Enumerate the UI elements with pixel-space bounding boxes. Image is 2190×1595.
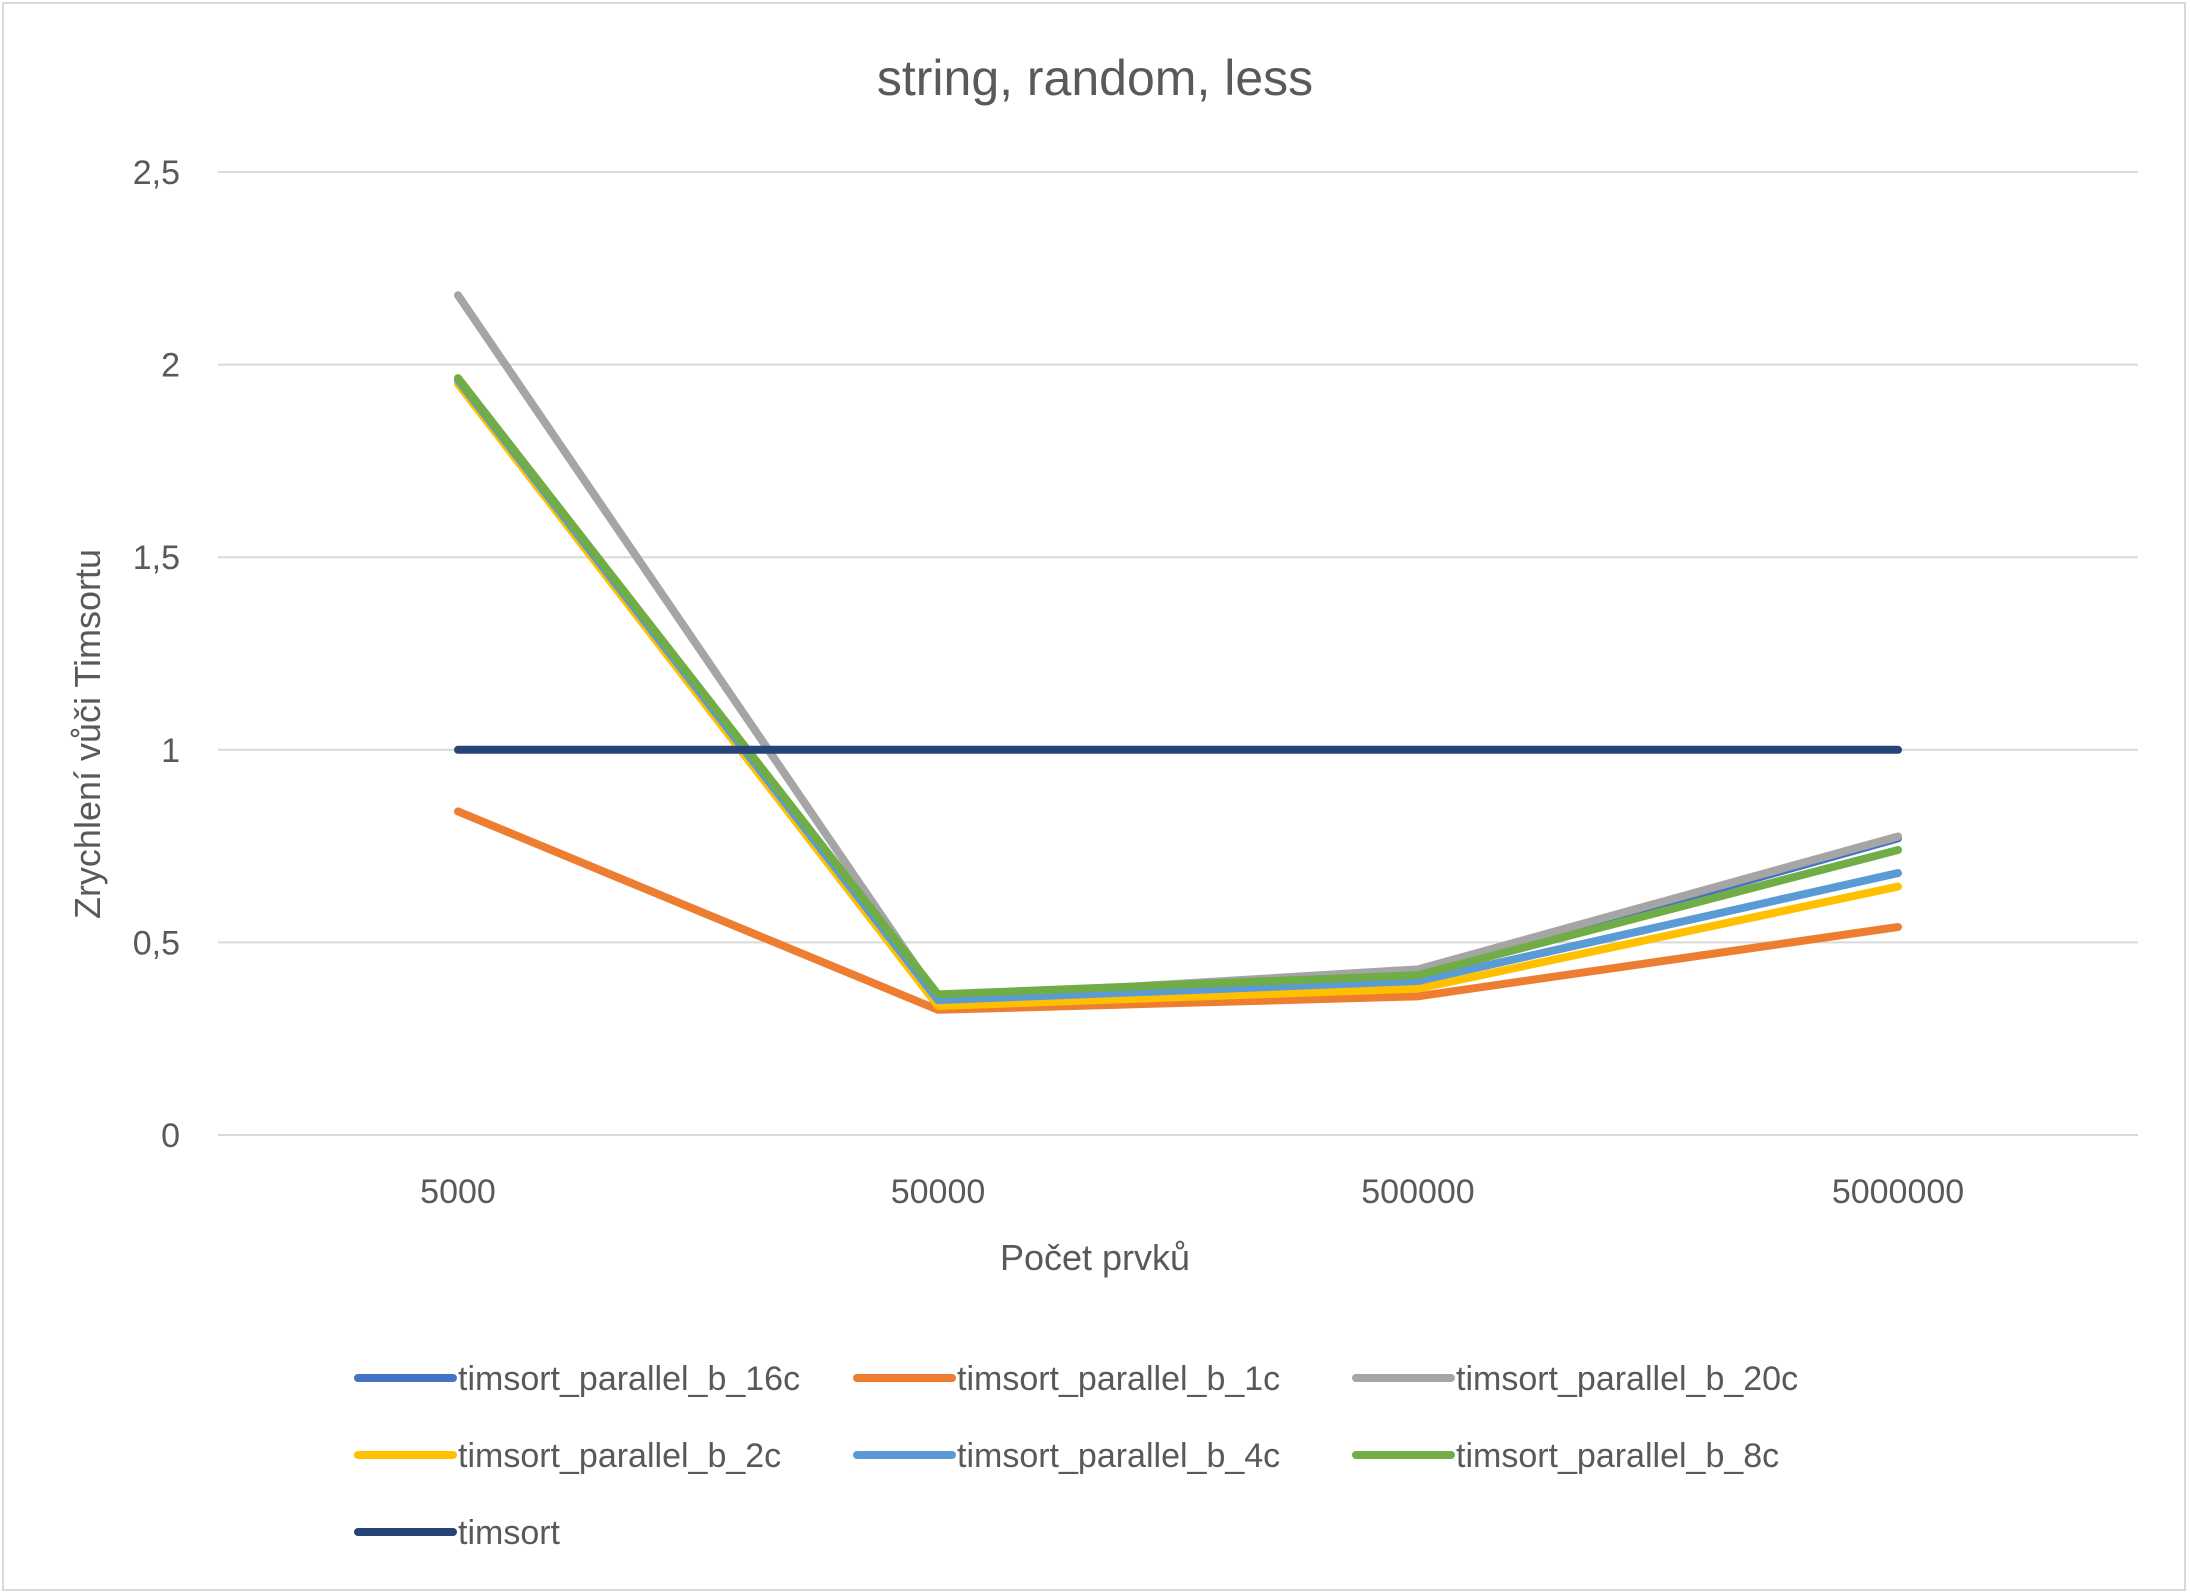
series-line-timsort_parallel_b_2c xyxy=(454,379,1902,1010)
x-axis-label: Počet prvků xyxy=(1000,1237,1190,1278)
chart-title: string, random, less xyxy=(877,50,1313,106)
legend-label: timsort_parallel_b_4c xyxy=(957,1437,1280,1475)
y-tick-label: 0 xyxy=(161,1117,180,1155)
y-tick-label: 2,5 xyxy=(133,154,180,192)
y-tick-label: 0,5 xyxy=(133,924,180,962)
legend-label: timsort_parallel_b_8c xyxy=(1456,1437,1779,1475)
series-line-timsort_parallel_b_1c xyxy=(454,807,1902,1014)
legend-label: timsort_parallel_b_1c xyxy=(957,1360,1280,1398)
legend-label: timsort_parallel_b_16c xyxy=(458,1360,800,1398)
y-tick-label: 2 xyxy=(161,347,180,385)
x-axis-ticks: 5000 50000 500000 5000000 xyxy=(420,1173,1964,1211)
legend: timsort_parallel_b_16c timsort_parallel_b… xyxy=(354,1360,1798,1552)
y-tick-label: 1,5 xyxy=(133,539,180,577)
x-tick-label: 50000 xyxy=(891,1173,986,1211)
x-tick-label: 5000000 xyxy=(1832,1173,1964,1211)
legend-label: timsort xyxy=(458,1514,561,1552)
y-tick-label: 1 xyxy=(161,732,180,770)
legend-label: timsort_parallel_b_20c xyxy=(1456,1360,1798,1398)
y-axis-label: Zrychlení vůči Timsortu xyxy=(67,549,108,919)
series-line-timsort_parallel_b_20c xyxy=(454,291,1902,1003)
series-line-timsort_parallel_b_8c xyxy=(454,374,1902,999)
x-tick-label: 5000 xyxy=(420,1173,496,1211)
x-tick-label: 500000 xyxy=(1361,1173,1474,1211)
legend-label: timsort_parallel_b_2c xyxy=(458,1437,781,1475)
y-axis-ticks: 0 0,5 1 1,5 2 2,5 xyxy=(133,154,180,1155)
series-lines xyxy=(454,291,1902,1014)
